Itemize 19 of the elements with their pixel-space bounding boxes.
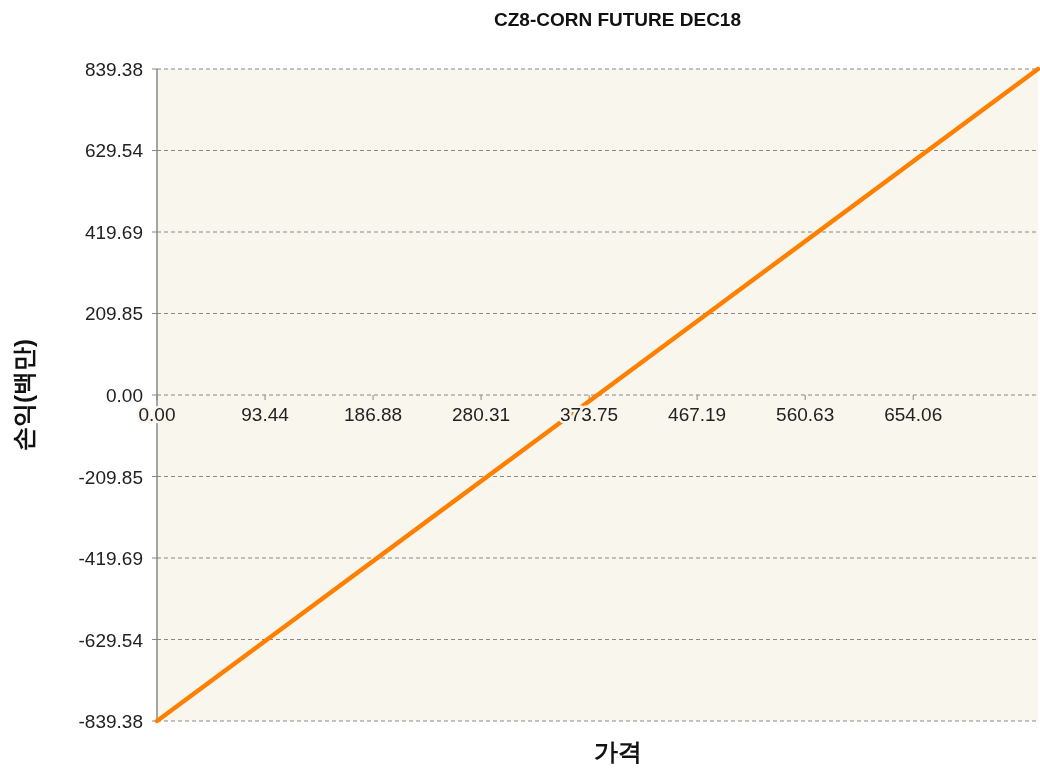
y-tick-label: 419.69 xyxy=(84,222,143,243)
y-tick-label: -629.54 xyxy=(78,629,144,651)
x-tick-label: 560.63 xyxy=(776,404,835,425)
y-tick-label: -209.85 xyxy=(78,466,143,488)
x-axis-title: 가격 xyxy=(593,738,642,765)
y-tick-label: -839.38 xyxy=(78,711,143,732)
x-tick-label: 0.00 xyxy=(138,404,176,425)
chart-title: CZ8-CORN FUTURE DEC18 xyxy=(493,9,742,30)
x-tick-label: 93.44 xyxy=(241,404,290,425)
x-tick-label: 186.88 xyxy=(344,404,403,425)
y-tick-label: -419.69 xyxy=(78,548,143,569)
x-tick-label: 280.31 xyxy=(452,404,511,425)
y-axis-title: 손익(백만) xyxy=(10,339,37,451)
y-tick-label: 209.85 xyxy=(84,303,143,325)
y-tick-label: 629.54 xyxy=(84,140,144,162)
y-tick-label: 839.38 xyxy=(84,59,143,80)
x-tick-label: 654.06 xyxy=(884,404,943,425)
y-tick-label: 0.00 xyxy=(106,385,143,406)
x-tick-label: 467.19 xyxy=(668,404,727,425)
